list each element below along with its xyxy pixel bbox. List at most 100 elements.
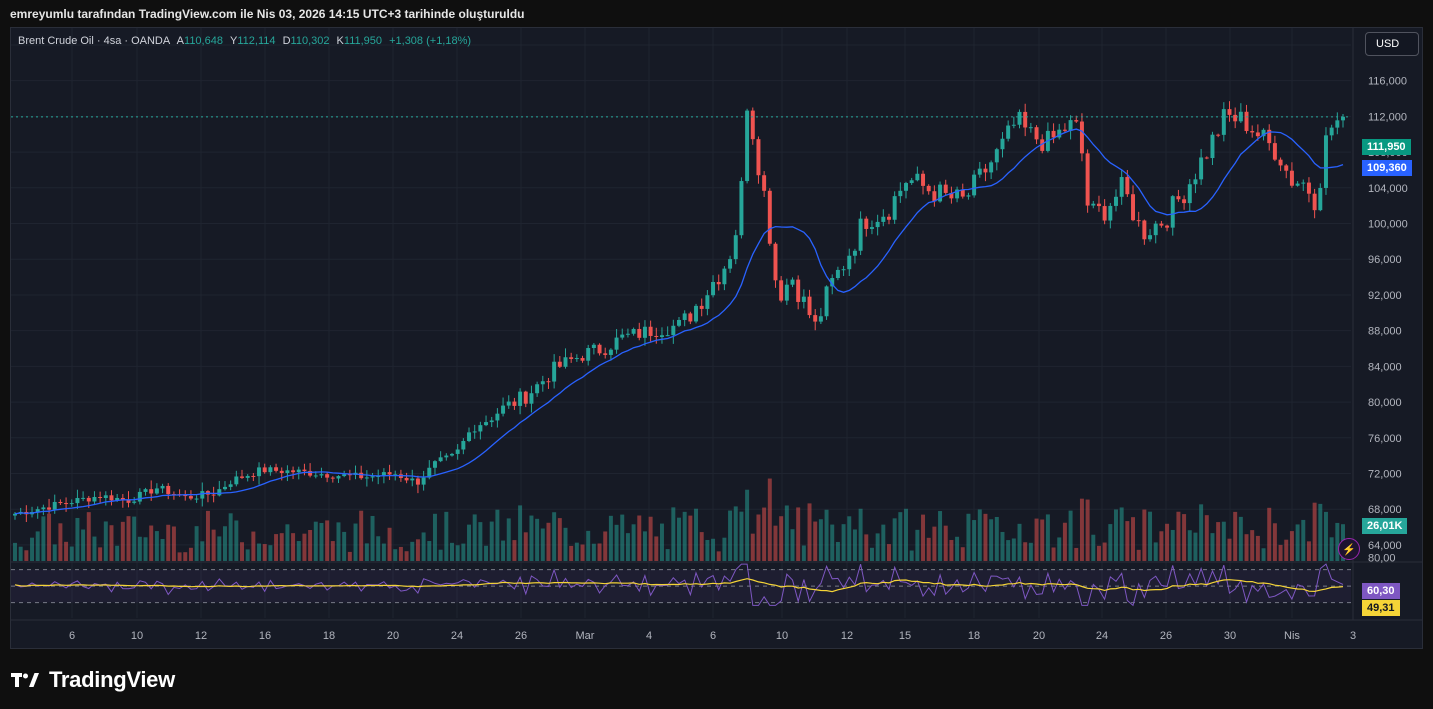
volume-bar: [631, 524, 636, 561]
time-axis-label: 15: [899, 630, 911, 642]
volume-bar: [143, 537, 148, 561]
candle-body: [1062, 129, 1067, 131]
candle-body: [983, 168, 988, 173]
candle-body: [1267, 129, 1272, 144]
volume-bar: [376, 536, 381, 561]
candle-body: [268, 467, 273, 473]
candle-body: [762, 175, 767, 191]
symbol-label[interactable]: Brent Crude Oil · 4sa · OANDA: [18, 35, 170, 47]
volume-bar: [1136, 549, 1141, 561]
volume-bar: [552, 512, 557, 561]
volume-bar: [665, 549, 670, 561]
candle-body: [1153, 223, 1158, 236]
candle-body: [750, 110, 755, 140]
candle-body: [81, 497, 86, 499]
candle-body: [1312, 193, 1317, 211]
candle-body: [35, 509, 40, 513]
candle-body: [557, 361, 562, 367]
candle-body: [711, 281, 716, 296]
candle-body: [1074, 120, 1079, 122]
candle-body: [1323, 135, 1328, 188]
volume-bar: [1108, 524, 1113, 561]
volume-bar: [268, 545, 273, 561]
candle-body: [1204, 157, 1209, 159]
volume-bar: [313, 521, 318, 561]
time-axis-label: 26: [1160, 630, 1172, 642]
candle-body: [285, 470, 290, 474]
candle-body: [733, 235, 738, 260]
currency-button[interactable]: USD: [1365, 32, 1419, 56]
volume-bar: [342, 531, 347, 561]
volume-bar: [427, 541, 432, 561]
candle-body: [966, 195, 971, 197]
time-axis-label: 10: [131, 630, 143, 642]
candle-body: [1210, 134, 1215, 159]
volume-bar: [1193, 532, 1198, 561]
candle-body: [518, 391, 523, 406]
volume-bar: [245, 549, 250, 561]
candle-body: [648, 326, 653, 336]
candle-body: [370, 476, 375, 478]
volume-bar: [1051, 547, 1056, 561]
volume-bar: [455, 545, 460, 561]
volume-bar: [18, 546, 23, 561]
volume-bar: [1023, 542, 1028, 561]
time-axis-label: 6: [710, 630, 716, 642]
volume-bar: [228, 513, 233, 561]
tv-logo-icon: [11, 673, 39, 687]
volume-bar: [875, 533, 880, 561]
volume-bar: [790, 529, 795, 561]
candle-body: [1250, 131, 1255, 133]
volume-bar: [347, 551, 352, 561]
candle-body: [688, 313, 693, 322]
candle-body: [756, 139, 761, 176]
candle-body: [1329, 127, 1334, 136]
rsi-ma-badge: 49,31: [1362, 600, 1400, 616]
volume-bar: [932, 526, 937, 561]
volume-bar: [767, 478, 772, 561]
candle-body: [410, 478, 415, 481]
candle-body: [438, 457, 443, 462]
candle-body: [183, 495, 188, 497]
candle-body: [745, 110, 750, 182]
candle-body: [830, 278, 835, 287]
volume-bar: [1182, 514, 1187, 561]
volume-bar: [410, 541, 415, 561]
time-axis-label: 30: [1224, 630, 1236, 642]
volume-bar: [824, 509, 829, 561]
volume-bar: [1210, 533, 1215, 561]
candle-body: [103, 495, 108, 499]
candle-body: [1187, 184, 1192, 204]
candle-body: [137, 491, 142, 502]
volume-bar: [597, 543, 602, 561]
candle-body: [932, 191, 937, 202]
candle-body: [614, 337, 619, 350]
candle-body: [387, 472, 392, 475]
volume-bar: [1006, 540, 1011, 561]
volume-bar: [1261, 548, 1266, 561]
tradingview-logo[interactable]: TradingView: [11, 667, 175, 693]
volume-bar: [398, 546, 403, 561]
volume-bar: [711, 538, 716, 561]
volume-bar: [467, 524, 472, 561]
volume-bar: [336, 522, 341, 561]
time-axis-label: 26: [515, 630, 527, 642]
candle-body: [160, 485, 165, 489]
candlestick-chart[interactable]: 120,000116,000112,000108,000104,000100,0…: [11, 28, 1422, 648]
close-label: K: [336, 35, 344, 47]
volume-bar: [291, 533, 296, 561]
candle-body: [308, 470, 313, 476]
candle-body: [1096, 203, 1101, 207]
time-axis-label: 24: [1096, 630, 1108, 642]
price-axis-label: 68,000: [1368, 504, 1402, 516]
candle-body: [245, 475, 250, 478]
candle-body: [847, 255, 852, 270]
lightning-icon[interactable]: ⚡: [1338, 538, 1360, 560]
volume-bar: [319, 523, 324, 561]
volume-bar: [257, 543, 262, 561]
candle-body: [591, 344, 596, 349]
chart-frame[interactable]: 120,000116,000112,000108,000104,000100,0…: [10, 27, 1423, 649]
volume-bar: [115, 545, 120, 561]
volume-bar: [1125, 521, 1130, 561]
volume-bar: [1289, 531, 1294, 561]
